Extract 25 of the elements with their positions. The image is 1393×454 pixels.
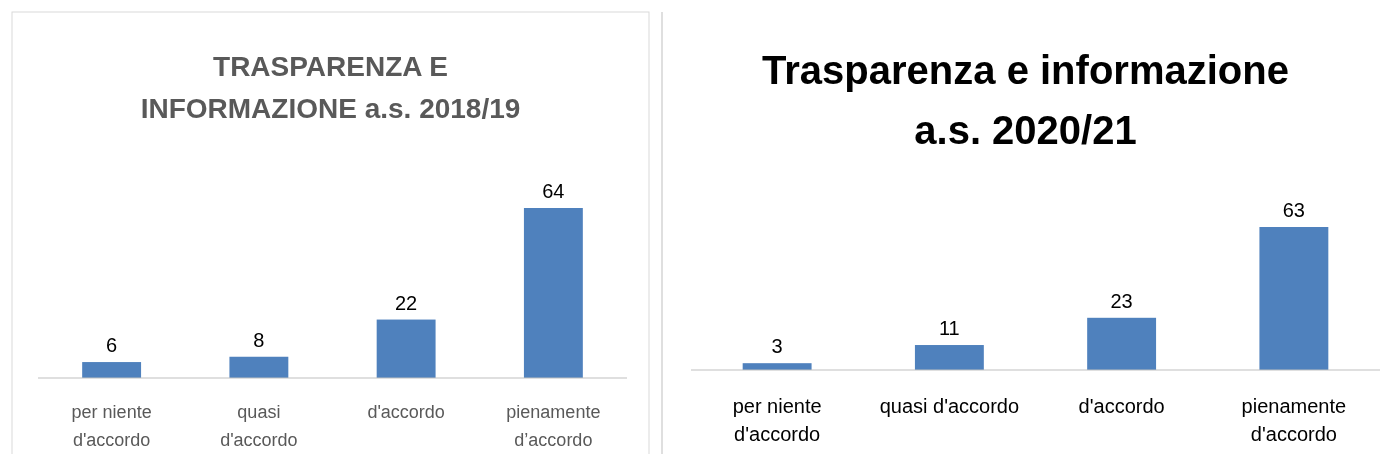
x-tick-label: pienamente d'accordo [1241,395,1347,445]
x-tick-label: d'accordo [367,402,445,422]
bar [1087,317,1157,370]
chart-title: Trasparenza e informazione a.s. 2020/21 [762,48,1289,152]
data-label: 23 [1110,289,1133,312]
x-tick-label: d'accordo [1078,395,1165,417]
x-tick-label: per niente d'accordo [732,395,822,445]
bar [1259,227,1329,370]
x-tick-label: per niente d'accordo [71,402,152,450]
data-label: 3 [771,335,783,358]
bar [376,319,436,378]
data-label: 63 [1282,199,1305,221]
bar [523,208,583,378]
x-tick-label: pienamente d’accordo [506,402,601,450]
bar [82,362,142,378]
data-label: 11 [938,317,960,340]
bar [229,356,289,378]
x-tick-label: quasi d'accordo [879,395,1020,417]
x-tick-label: quasi d'accordo [220,402,298,450]
chart-title: TRASPARENZA E INFORMAZIONE a.s. 2018/19 [140,51,521,124]
data-label: 8 [253,328,265,351]
data-label: 6 [106,334,118,357]
bar [914,345,984,370]
data-label: 22 [395,291,418,314]
data-label: 64 [542,180,565,202]
